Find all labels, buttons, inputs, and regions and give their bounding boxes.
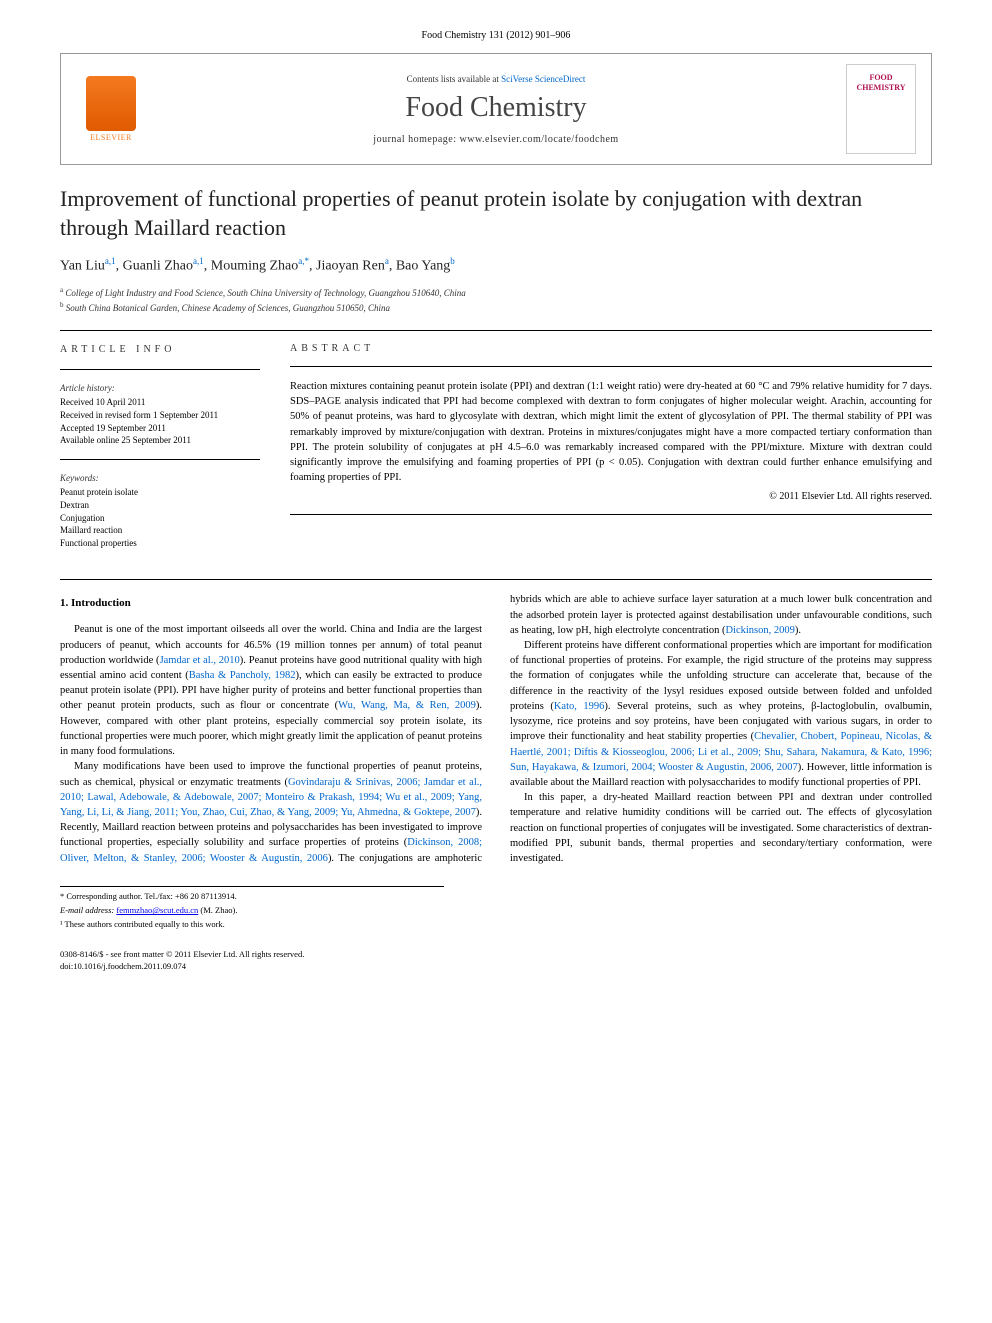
abstract-heading: ABSTRACT [290,343,932,354]
article-info-heading: ARTICLE INFO [60,343,260,357]
citation-link[interactable]: Jamdar et al., 2010 [160,655,240,666]
history-block: Article history: Received 10 April 2011 … [60,382,260,447]
keyword: Dextran [60,499,260,512]
aff-sup: b [60,301,64,309]
intro-p1: Peanut is one of the most important oils… [60,622,482,759]
footnotes: * Corresponding author. Tel./fax: +86 20… [60,886,444,931]
history-item: Received 10 April 2011 [60,396,260,409]
intro-p3: Different proteins have different confor… [510,638,932,790]
citation-link[interactable]: Basha & Pancholy, 1982 [189,670,296,681]
keyword: Maillard reaction [60,524,260,537]
history-item: Received in revised form 1 September 201… [60,409,260,422]
aff-text: South China Botanical Garden, Chinese Ac… [66,303,390,313]
email-suffix: (M. Zhao). [200,905,237,915]
history-item: Available online 25 September 2011 [60,434,260,447]
corresponding-author-note: * Corresponding author. Tel./fax: +86 20… [60,891,444,903]
abstract-col: ABSTRACT Reaction mixtures containing pe… [290,343,932,562]
author: Mouming Zhao [211,259,299,274]
page-footer: 0308-8146/$ - see front matter © 2011 El… [60,949,932,973]
author-aff: b [450,256,455,266]
affiliations: a College of Light Industry and Food Sci… [60,285,932,316]
keyword: Peanut protein isolate [60,486,260,499]
keywords-block: Keywords: Peanut protein isolate Dextran… [60,472,260,550]
journal-header-box: ELSEVIER Contents lists available at Sci… [60,53,932,165]
contrib-note: ¹ These authors contributed equally to t… [60,919,444,931]
author-aff: a,1 [193,256,204,266]
cover-title: FOOD CHEMISTRY [847,73,915,92]
author: Bao Yang [396,259,450,274]
journal-reference: Food Chemistry 131 (2012) 901–906 [60,30,932,41]
divider [60,459,260,460]
affiliation: a College of Light Industry and Food Sci… [60,285,932,301]
author-aff: a,* [298,256,309,266]
divider [290,514,932,515]
keyword: Functional properties [60,537,260,550]
divider [290,366,932,367]
email-link[interactable]: femmzhao@scut.edu.cn [116,905,198,915]
author: Jiaoyan Ren [316,259,385,274]
aff-sup: a [60,286,63,294]
divider [60,579,932,580]
author-list: Yan Liua,1, Guanli Zhaoa,1, Mouming Zhao… [60,256,932,275]
homepage-url: www.elsevier.com/locate/foodchem [460,134,619,145]
article-title: Improvement of functional properties of … [60,185,932,242]
author-aff: a [385,256,389,266]
divider [60,330,932,331]
citation-link[interactable]: Dickinson, 2009 [725,625,794,636]
journal-homepage: journal homepage: www.elsevier.com/locat… [146,134,846,145]
abstract-copyright: © 2011 Elsevier Ltd. All rights reserved… [290,491,932,502]
abstract-text: Reaction mixtures containing peanut prot… [290,379,932,486]
contents-line: Contents lists available at SciVerse Sci… [146,74,846,84]
homepage-prefix: journal homepage: [373,134,459,145]
journal-cover-thumb: FOOD CHEMISTRY [846,64,916,154]
elsevier-label: ELSEVIER [90,133,132,142]
history-label: Article history: [60,382,260,395]
affiliation: b South China Botanical Garden, Chinese … [60,300,932,316]
contents-prefix: Contents lists available at [407,74,501,84]
divider [60,369,260,370]
info-abstract-row: ARTICLE INFO Article history: Received 1… [60,343,932,562]
elsevier-logo: ELSEVIER [76,69,146,149]
author: Yan Liu [60,259,105,274]
email-note: E-mail address: femmzhao@scut.edu.cn (M.… [60,905,444,917]
body-columns: 1. Introduction Peanut is one of the mos… [60,592,932,866]
citation-link[interactable]: Kato, 1996 [554,701,605,712]
footer-line: 0308-8146/$ - see front matter © 2011 El… [60,949,932,961]
body-text: ). [795,625,801,636]
sciencedirect-link[interactable]: SciVerse ScienceDirect [501,74,585,84]
footer-doi: doi:10.1016/j.foodchem.2011.09.074 [60,961,932,973]
keywords-label: Keywords: [60,472,260,485]
author-aff: a,1 [105,256,116,266]
email-label: E-mail address: [60,905,114,915]
author: Guanli Zhao [123,259,193,274]
elsevier-tree-icon [86,76,136,131]
aff-text: College of Light Industry and Food Scien… [65,288,465,298]
intro-p4: In this paper, a dry-heated Maillard rea… [510,790,932,866]
keyword: Conjugation [60,512,260,525]
journal-name: Food Chemistry [146,92,846,124]
article-info-col: ARTICLE INFO Article history: Received 1… [60,343,260,562]
section-heading-intro: 1. Introduction [60,596,482,612]
citation-link[interactable]: & Stanley, 2006; Wooster & Augustin, 200… [131,853,328,864]
header-center: Contents lists available at SciVerse Sci… [146,74,846,145]
citation-link[interactable]: Wu, Wang, Ma, & Ren, 2009 [338,700,476,711]
history-item: Accepted 19 September 2011 [60,422,260,435]
